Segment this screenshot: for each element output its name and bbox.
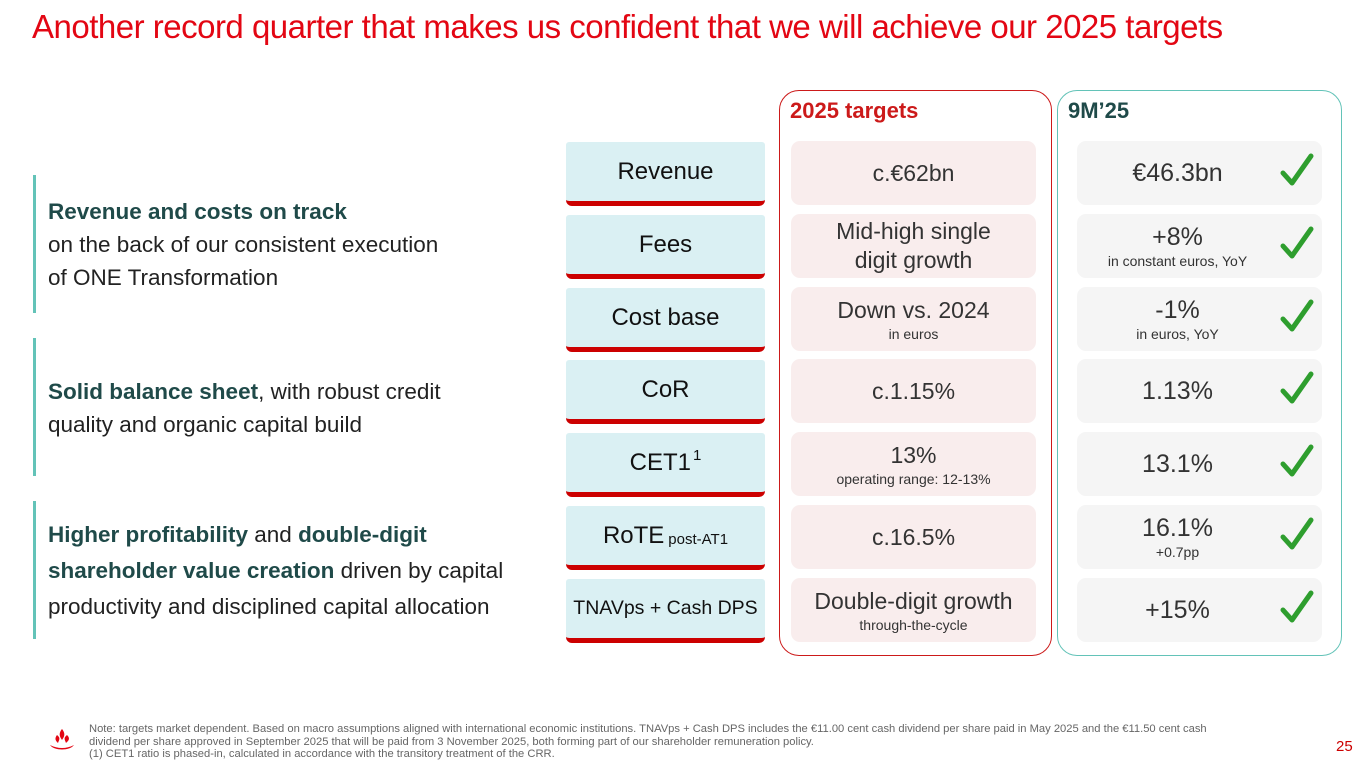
key-point-profitability: Higher profitability and double-digit sh… (33, 501, 553, 639)
check-icon (1280, 299, 1314, 332)
metric-label-text: RoTE (602, 521, 665, 549)
footnote-marker: 1 (693, 447, 702, 464)
actual-value: 13.1% (1142, 449, 1213, 478)
metric-label-cet1: CET1 1 (566, 433, 765, 497)
targets-column-header: 2025 targets (790, 98, 919, 123)
footnote: Note: targets market dependent. Based on… (89, 723, 1319, 761)
metric-label-tnavps-cash-dps: TNAVps + Cash DPS (566, 579, 765, 643)
key-point-text: productivity and disciplined capital all… (48, 594, 490, 619)
target-fees: Mid-high single digit growth (791, 214, 1036, 278)
actual-value: +15% (1145, 595, 1210, 624)
target-cor: c.1.15% (791, 359, 1036, 423)
target-revenue: c.€62bn (791, 141, 1036, 205)
check-icon (1280, 444, 1314, 477)
target-value: Mid-high single (836, 218, 991, 244)
target-value: Down vs. 2024 (837, 296, 990, 323)
actual-value: 16.1% (1142, 513, 1213, 542)
metric-label-text: Cost base (611, 303, 720, 331)
actual-cost-base: -1% in euros, YoY (1077, 287, 1322, 351)
actual-tnavps-cash-dps: +15% (1077, 578, 1322, 642)
metric-label-text: CoR (641, 375, 690, 403)
page-number: 25 (1336, 738, 1353, 755)
footnote-line: dividend per share approved in September… (89, 735, 814, 748)
key-point-highlight: Solid balance sheet (48, 379, 259, 404)
actual-subtext: +0.7pp (1155, 543, 1200, 560)
metric-label-fees: Fees (566, 215, 765, 279)
actual-rote: 16.1% +0.7pp (1077, 505, 1322, 569)
key-point-highlight: shareholder value creation (48, 558, 335, 583)
target-subtext: through-the-cycle (859, 616, 968, 633)
actual-fees: +8% in constant euros, YoY (1077, 214, 1322, 278)
key-point-highlight: double-digit (298, 522, 427, 547)
target-value: 13% (890, 441, 937, 468)
metric-label-cost-base: Cost base (566, 288, 765, 352)
page-title: Another record quarter that makes us con… (32, 8, 1223, 45)
target-tnavps-cash-dps: Double-digit growth through-the-cycle (791, 578, 1036, 642)
metric-label-text: TNAVps + Cash DPS (573, 597, 758, 619)
check-icon (1280, 517, 1314, 550)
target-subtext: in euros (888, 325, 939, 342)
key-point-text: of ONE Transformation (48, 265, 279, 290)
check-icon (1280, 153, 1314, 186)
actual-value: -1% (1155, 295, 1200, 324)
key-point-text: on the back of our consistent execution (48, 232, 439, 257)
actual-value: +8% (1152, 222, 1203, 251)
footnote-line: Note: targets market dependent. Based on… (89, 723, 1207, 735)
key-point-text: , with robust credit (258, 379, 441, 404)
check-icon (1280, 226, 1314, 259)
target-value: c.€62bn (872, 159, 955, 186)
key-point-text: quality and organic capital build (48, 412, 362, 437)
actuals-column-header: 9M’25 (1068, 98, 1130, 123)
target-value: digit growth (854, 247, 973, 273)
actual-subtext: in euros, YoY (1136, 325, 1219, 342)
metric-label-revenue: Revenue (566, 142, 765, 206)
footnote-line: (1) CET1 ratio is phased-in, calculated … (89, 748, 555, 761)
key-point-highlight: Revenue and costs on track (48, 199, 347, 224)
key-point-text: driven by capital (334, 558, 504, 583)
key-point-revenue-costs: Revenue and costs on track on the back o… (33, 175, 553, 313)
metric-label-text: CET1 (629, 448, 691, 476)
target-rote: c.16.5% (791, 505, 1036, 569)
target-cost-base: Down vs. 2024 in euros (791, 287, 1036, 351)
metric-label-text: Fees (638, 230, 693, 258)
target-cet1: 13% operating range: 12-13% (791, 432, 1036, 496)
santander-flame-logo (50, 729, 74, 750)
actual-subtext: in constant euros, YoY (1107, 252, 1248, 269)
target-value: c.1.15% (871, 377, 956, 404)
check-icon (1280, 590, 1314, 623)
target-subtext: operating range: 12-13% (836, 470, 991, 487)
key-point-text: and (248, 522, 299, 547)
metric-label-qualifier: post-AT1 (668, 531, 729, 548)
actual-value: 1.13% (1142, 376, 1213, 405)
metric-label-rote: RoTE post-AT1 (566, 506, 765, 570)
key-point-highlight: Higher profitability (48, 522, 249, 547)
metric-label-cor: CoR (566, 360, 765, 424)
actual-revenue: €46.3bn (1077, 141, 1322, 205)
metric-label-text: Revenue (617, 157, 714, 185)
actual-value: €46.3bn (1132, 158, 1223, 187)
actual-cet1: 13.1% (1077, 432, 1322, 496)
actual-cor: 1.13% (1077, 359, 1322, 423)
target-value: Double-digit growth (814, 587, 1013, 614)
check-icon (1280, 371, 1314, 404)
key-point-balance-sheet: Solid balance sheet, with robust credit … (33, 338, 553, 476)
target-value: c.16.5% (871, 523, 956, 550)
